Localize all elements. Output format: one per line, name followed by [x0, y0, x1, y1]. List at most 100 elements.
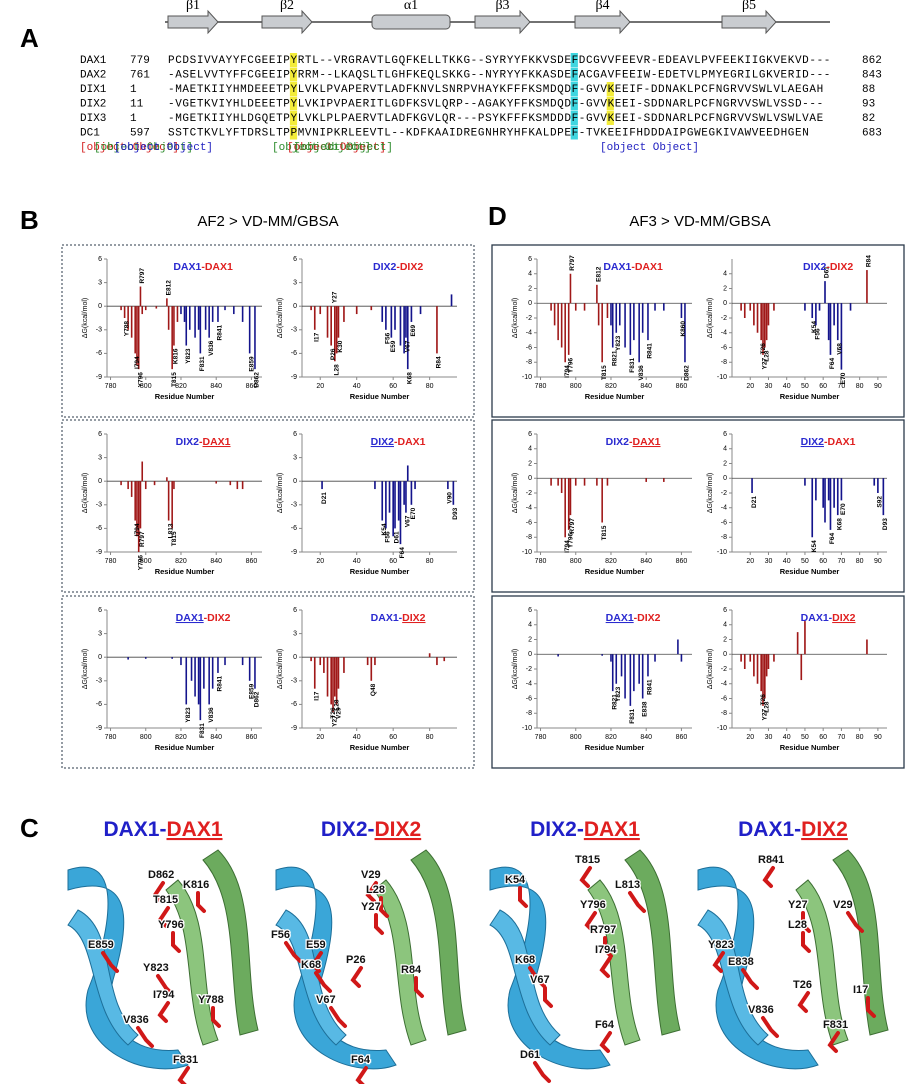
title-part: -DIX2: [396, 261, 423, 273]
residue-label: Y823: [143, 962, 169, 974]
x-tick-label: 20: [316, 734, 324, 741]
chart-title: DIX2-DIX2: [803, 261, 853, 273]
x-tick-label: 800: [570, 734, 582, 741]
residue-label: F56: [271, 929, 290, 941]
bar-annotation: Y823: [615, 686, 622, 702]
x-tick-label: 840: [210, 558, 222, 565]
bar: [388, 481, 391, 513]
residue-label: V836: [123, 1014, 149, 1026]
chart-title: DAX1-DIX2: [801, 612, 856, 624]
y-tick-label: 4: [723, 271, 727, 278]
residue-label: K68: [515, 954, 535, 966]
bar-annotation: V67: [405, 340, 412, 352]
y-tick-label: 6: [98, 256, 102, 263]
chart-box: [61, 419, 475, 593]
bar: [815, 303, 817, 326]
bar: [633, 654, 635, 692]
bar: [804, 478, 806, 486]
y-tick-label: 3: [98, 630, 102, 637]
residue-label: Y796: [158, 919, 184, 931]
bar-annotation: D61: [394, 531, 401, 543]
bar: [764, 303, 766, 348]
bar: [743, 654, 746, 669]
bar: [199, 306, 202, 354]
title-part: -: [199, 436, 203, 448]
chart-title: DAX1-DIX2: [176, 612, 231, 624]
bar-annotation: Y796: [567, 357, 574, 373]
bar-annotation: T815: [601, 525, 608, 540]
side-chain: [374, 913, 384, 935]
residue-label: T26: [793, 979, 812, 991]
seq: PCDSIVVAYYFCGEEIPYRTL--VRGRAVTLGQFKELLTK…: [168, 55, 830, 67]
bar: [313, 306, 316, 330]
y-axis-label: ΔG(kcal/mol): [277, 473, 284, 513]
x-axis-label: Residue Number: [155, 567, 215, 576]
bar: [204, 306, 207, 330]
bar: [436, 657, 438, 666]
side-chain: [171, 931, 181, 953]
bar: [166, 477, 168, 482]
residue-label: V29: [361, 869, 381, 881]
seq-end: 683: [862, 127, 882, 139]
y-tick-label: -4: [721, 505, 727, 512]
title-part: DIX2-: [321, 818, 375, 841]
y-axis-label: ΔG(kcal/mol): [707, 649, 714, 689]
bar: [313, 657, 316, 689]
bar: [241, 306, 244, 322]
bar-annotation: K68: [406, 372, 413, 384]
bar: [641, 654, 644, 699]
bar-annotation: F64: [399, 547, 406, 559]
bar-annotation: T815: [601, 365, 608, 380]
seq: -MGETKIIYHLDGQETPYLVKLPLPAERVTLADFKGVLQR…: [168, 113, 824, 125]
bar: [370, 657, 373, 681]
highlight: [570, 67, 578, 82]
chart-title: DAX1-DIX2: [606, 612, 661, 624]
bar-annotation: E70: [840, 503, 847, 515]
y-axis-label: ΔG(kcal/mol): [707, 298, 714, 338]
bar: [167, 481, 170, 521]
marker: [object Object]: [287, 142, 386, 154]
x-tick-label: 70: [838, 558, 846, 565]
ribbon-green: [373, 879, 427, 1046]
bar: [677, 639, 679, 655]
ss-label: β5: [742, 0, 756, 13]
bar: [824, 281, 826, 304]
highlight: [570, 125, 578, 140]
x-tick-label: 30: [765, 383, 773, 390]
seq-name: DC1: [80, 127, 100, 139]
bar: [141, 306, 144, 315]
bar: [343, 657, 345, 673]
chart-title: DIX2-DAX1: [176, 436, 231, 448]
bar-annotation: Y796: [137, 555, 144, 571]
x-tick-label: 50: [801, 558, 809, 565]
y-tick-label: 0: [98, 303, 102, 310]
y-axis-label: ΔG(kcal/mol): [82, 473, 89, 513]
ribbon-blue: [67, 866, 189, 1070]
residue-label: V67: [316, 994, 336, 1006]
x-tick-label: 90: [874, 383, 882, 390]
y-tick-label: 6: [723, 431, 727, 438]
y-tick-label: 0: [723, 651, 727, 658]
x-tick-label: 820: [605, 734, 617, 741]
highlight: [606, 111, 614, 125]
bar-annotation: Y823: [185, 707, 192, 723]
strand: [167, 9, 219, 35]
chart-title: DAX1-DAX1: [103, 818, 222, 841]
x-tick-label: 40: [353, 558, 361, 565]
bar-annotation: K54: [811, 540, 818, 552]
residue-label: K54: [505, 874, 526, 886]
y-tick-label: 0: [98, 478, 102, 485]
ribbon-blue: [67, 909, 139, 1046]
y-tick-label: 4: [723, 446, 727, 453]
bar: [824, 478, 826, 523]
bar-annotation: V29: [335, 707, 342, 719]
y-tick-label: -3: [291, 678, 297, 685]
residue-label: R84: [401, 964, 422, 976]
bar: [574, 478, 577, 486]
bar: [610, 303, 612, 326]
bar: [180, 306, 182, 315]
ribbon-green: [587, 879, 641, 1046]
residue-label: Y823: [708, 939, 734, 951]
y-tick-label: 0: [723, 300, 727, 307]
bar: [224, 657, 226, 666]
